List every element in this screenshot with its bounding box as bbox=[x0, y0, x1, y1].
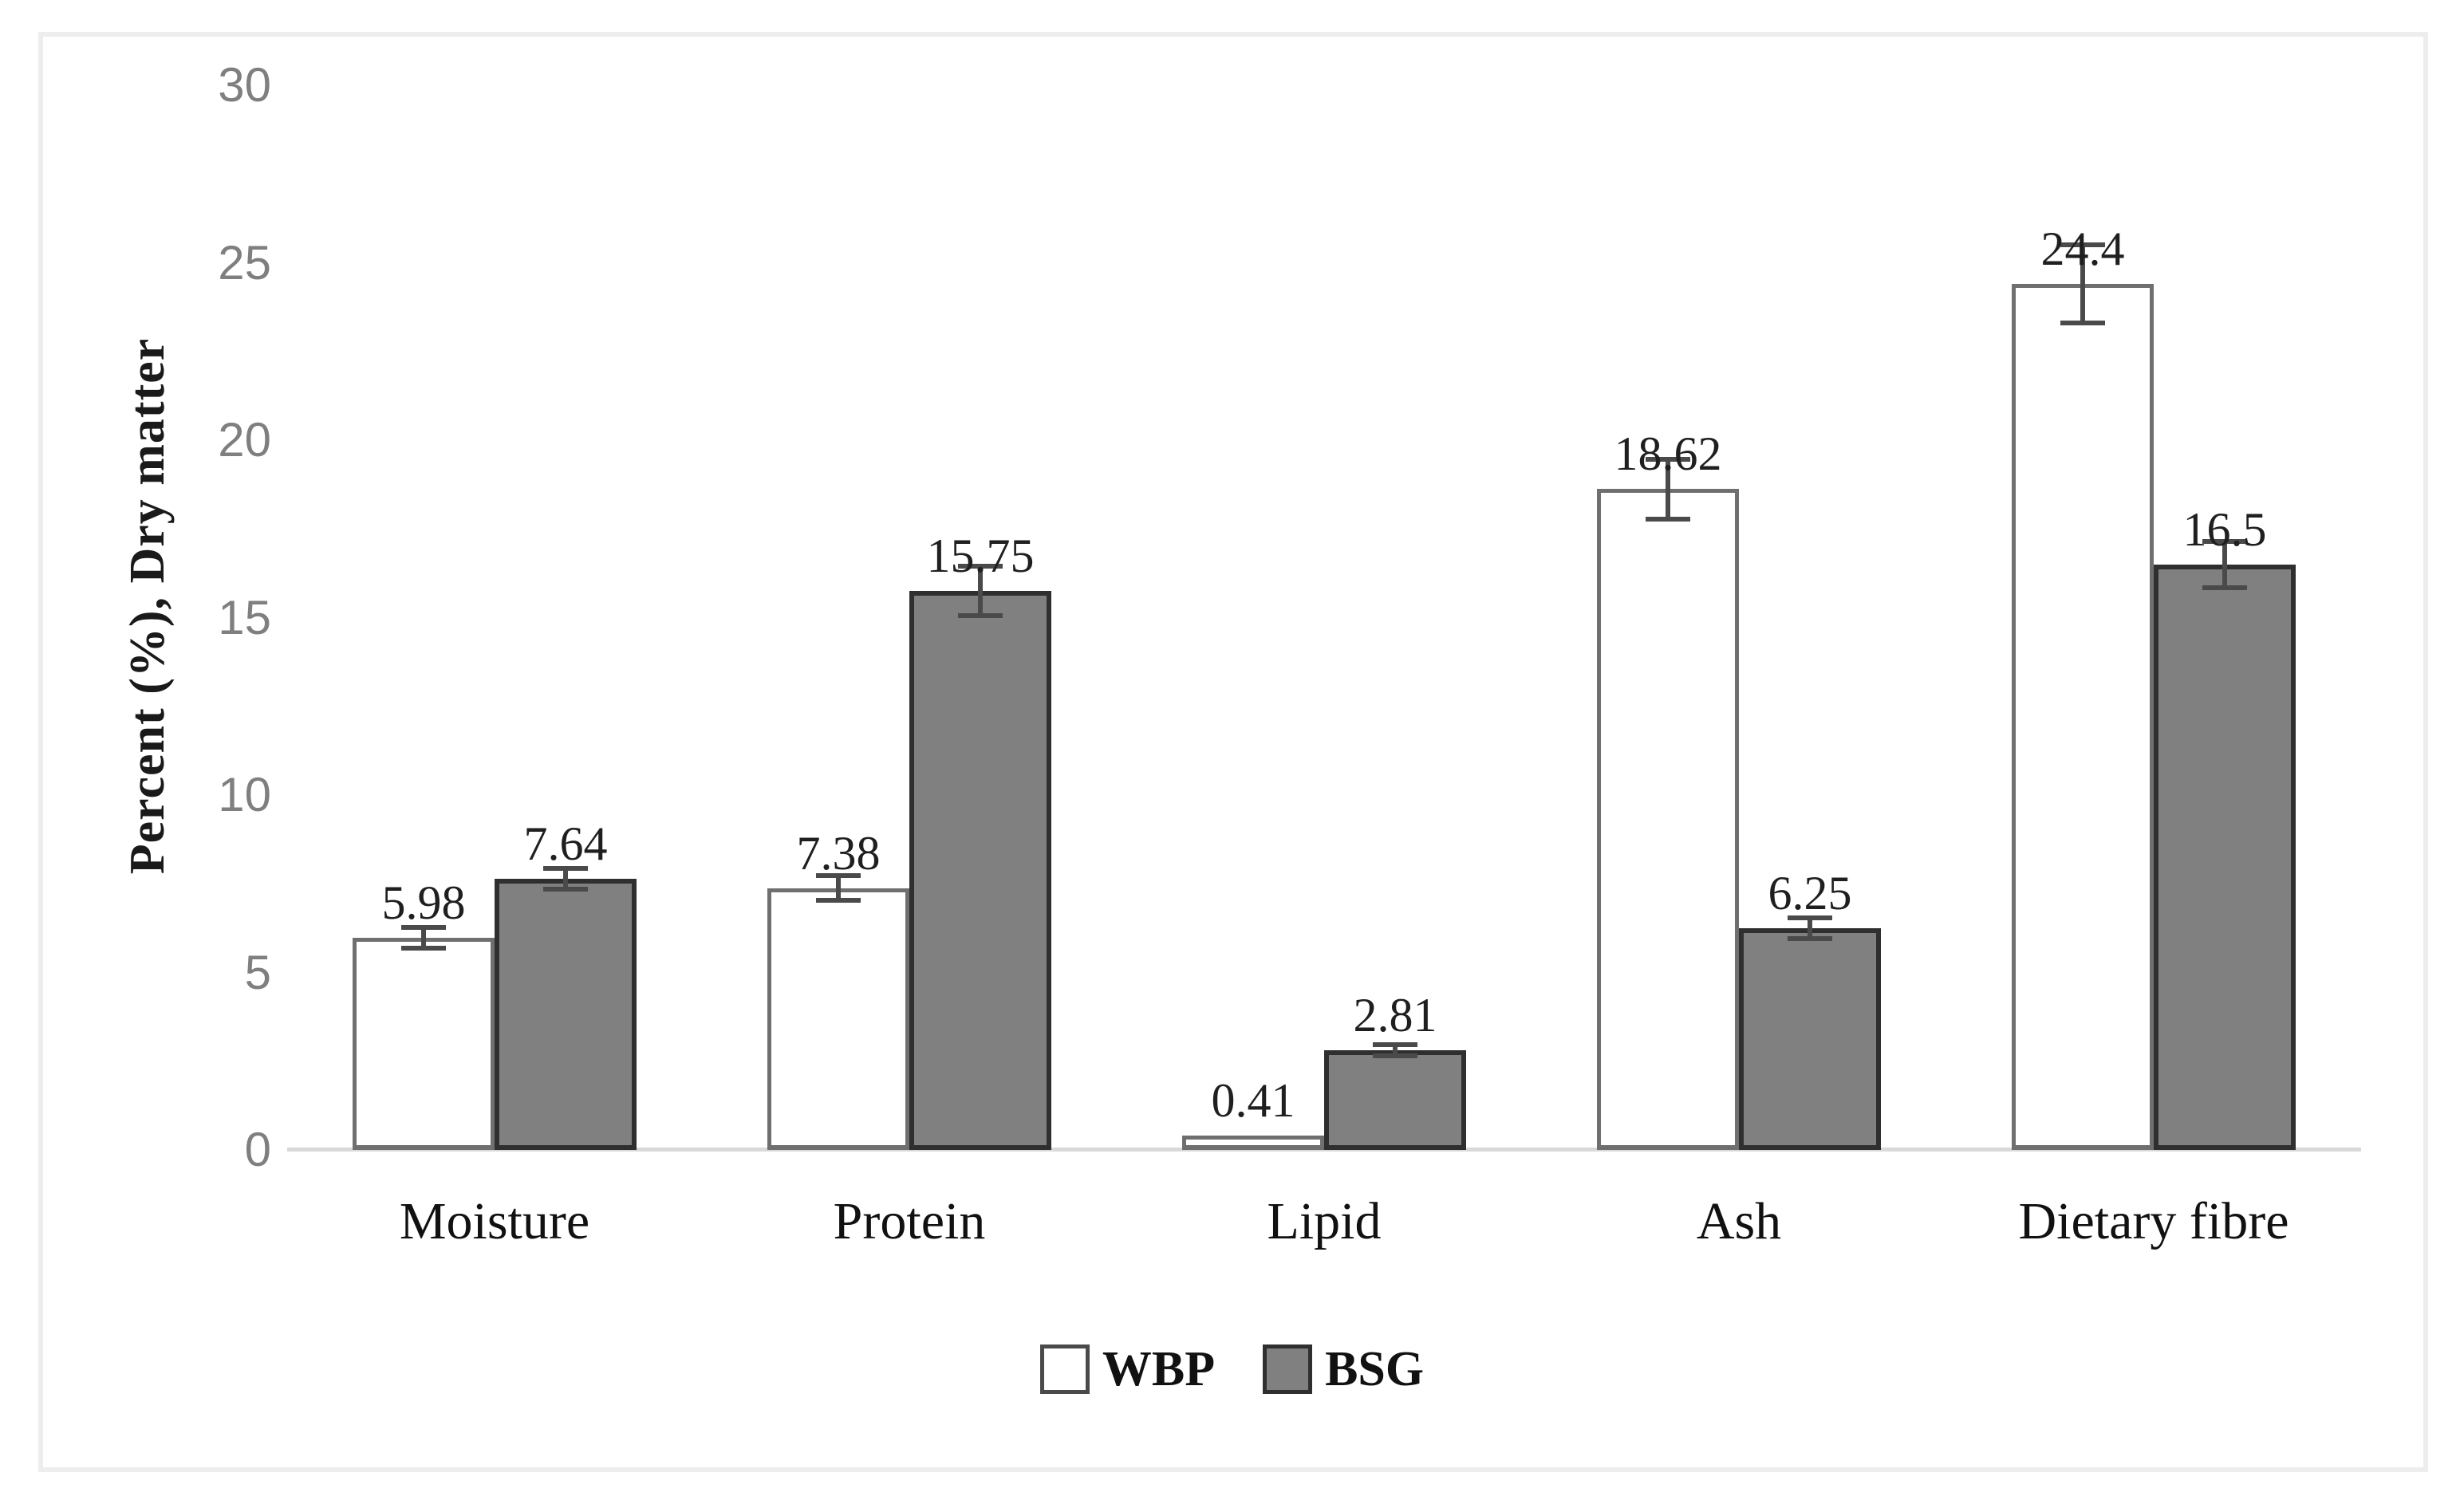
error-bar-cap bbox=[816, 898, 861, 904]
wbp-swatch-icon bbox=[1039, 1344, 1090, 1394]
bar-value-label: 7.38 bbox=[796, 826, 881, 880]
category-label-lipid: Lipid bbox=[1267, 1192, 1382, 1250]
error-bar-cap bbox=[1373, 1042, 1417, 1048]
error-bar bbox=[978, 565, 983, 616]
bar-value-label: 7.64 bbox=[523, 817, 608, 871]
error-bar bbox=[1393, 1045, 1398, 1056]
bar-bsg-dietary-fibre bbox=[2154, 564, 2296, 1150]
bar-wbp-dietary-fibre bbox=[2012, 284, 2154, 1150]
error-bar-cap bbox=[1788, 915, 1832, 920]
error-bar-cap bbox=[958, 563, 1003, 569]
error-bar-cap bbox=[816, 873, 861, 878]
bar-wbp-ash bbox=[1597, 489, 1739, 1150]
error-bar-cap bbox=[958, 613, 1003, 619]
error-bar-cap bbox=[1373, 1053, 1417, 1058]
error-bar-cap bbox=[2202, 538, 2247, 544]
bsg-swatch-icon bbox=[1263, 1344, 1313, 1394]
error-bar-cap bbox=[401, 924, 446, 930]
y-tick-label-10: 10 bbox=[218, 768, 271, 821]
legend-item-bsg: BSG bbox=[1263, 1341, 1424, 1398]
bar-value-label: 6.25 bbox=[1768, 866, 1852, 919]
y-tick-label-20: 20 bbox=[218, 413, 271, 467]
bar-bsg-lipid bbox=[1324, 1049, 1466, 1150]
category-label-dietary-fibre: Dietary fibre bbox=[2018, 1192, 2289, 1250]
bar-value-label: 0.41 bbox=[1211, 1073, 1295, 1127]
y-tick-label-0: 0 bbox=[244, 1123, 271, 1176]
error-bar-cap bbox=[1788, 936, 1832, 942]
category-label-moisture: Moisture bbox=[399, 1192, 590, 1250]
error-bar bbox=[421, 927, 426, 949]
y-tick-label-30: 30 bbox=[218, 58, 271, 112]
bar-wbp-lipid bbox=[1182, 1135, 1324, 1150]
y-tick-label-25: 25 bbox=[218, 235, 271, 289]
bar-value-label: 24.4 bbox=[2040, 222, 2125, 276]
error-bar bbox=[2222, 541, 2227, 588]
error-bar bbox=[1666, 459, 1670, 520]
error-bar bbox=[1808, 917, 1812, 939]
bar-wbp-protein bbox=[767, 888, 909, 1150]
bar-value-label: 5.98 bbox=[381, 876, 466, 929]
error-bar-cap bbox=[543, 865, 588, 871]
legend-label-bsg: BSG bbox=[1325, 1341, 1425, 1396]
y-tick-label-5: 5 bbox=[244, 945, 271, 999]
error-bar bbox=[2080, 245, 2085, 324]
error-bar bbox=[836, 876, 841, 901]
category-label-protein: Protein bbox=[833, 1192, 986, 1250]
error-bar bbox=[563, 868, 568, 890]
bar-bsg-moisture bbox=[495, 879, 637, 1150]
bar-bsg-ash bbox=[1739, 927, 1881, 1150]
bar-wbp-moisture bbox=[353, 937, 495, 1150]
bar-value-label: 16.5 bbox=[2182, 502, 2267, 556]
bar-value-label: 15.75 bbox=[926, 530, 1035, 583]
legend: WBP BSG bbox=[0, 1325, 2464, 1413]
legend-item-wbp: WBP bbox=[1039, 1341, 1216, 1398]
plot-area: 5.98 7.64 7.38 15.75 0.41 2.81 18.62 6.25 24.4 16… bbox=[287, 85, 2361, 1152]
bar-value-label: 18.62 bbox=[1614, 427, 1722, 481]
error-bar-cap bbox=[543, 887, 588, 892]
legend-label-wbp: WBP bbox=[1102, 1341, 1216, 1396]
error-bar-cap bbox=[1646, 456, 1690, 462]
category-label-ash: Ash bbox=[1696, 1192, 1782, 1250]
error-bar-cap bbox=[2060, 321, 2105, 326]
bar-bsg-protein bbox=[909, 591, 1051, 1150]
error-bar-cap bbox=[401, 946, 446, 951]
error-bar-cap bbox=[2060, 242, 2105, 248]
error-bar-cap bbox=[2202, 585, 2247, 590]
error-bar-cap bbox=[1646, 517, 1690, 522]
bar-value-label: 2.81 bbox=[1353, 988, 1437, 1041]
y-tick-label-15: 15 bbox=[218, 590, 271, 644]
